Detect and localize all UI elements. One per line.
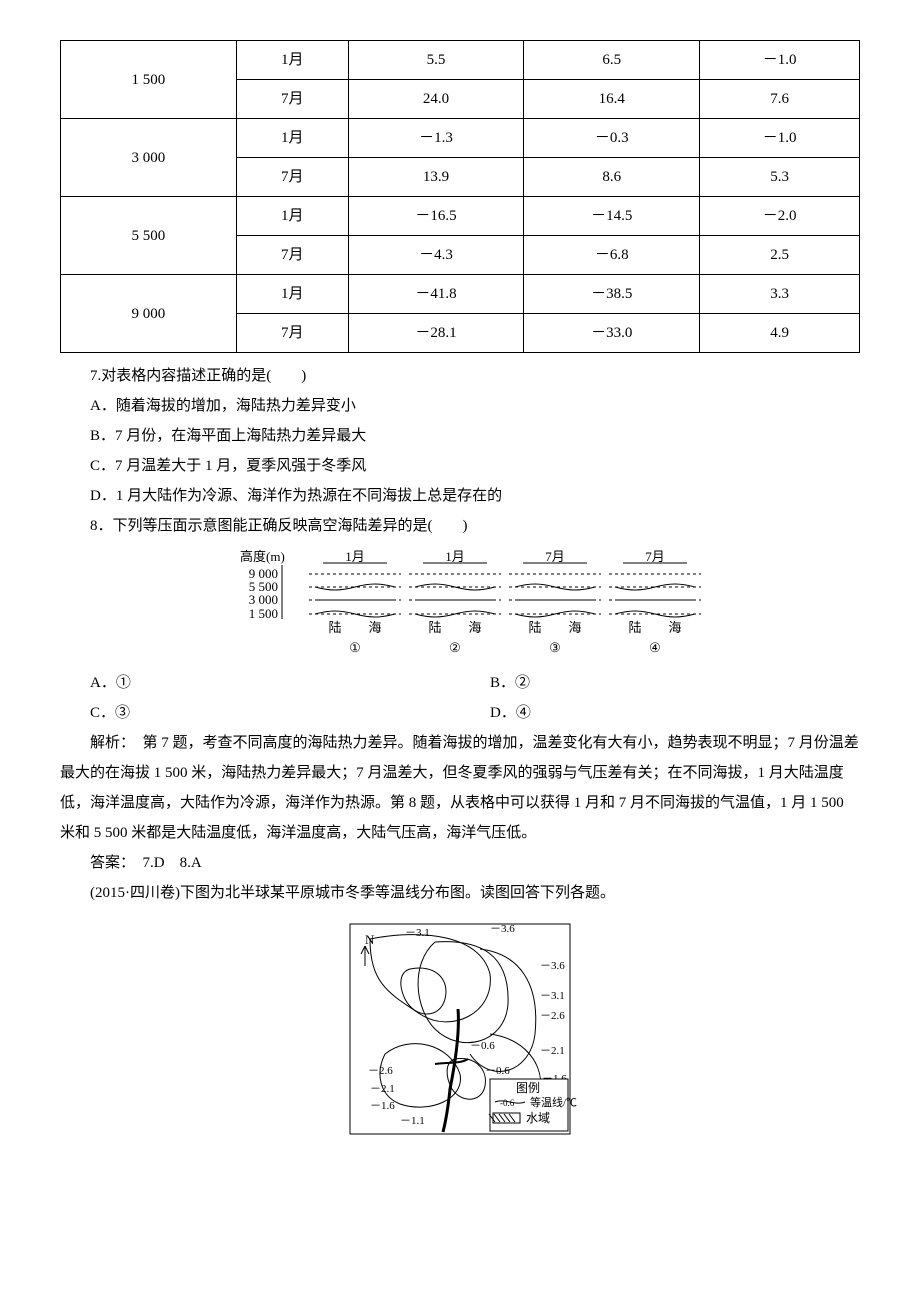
svg-text:等温线/℃: 等温线/℃ (530, 1095, 577, 1109)
svg-text:3 000: 3 000 (249, 592, 278, 607)
q8-options-row1: A．① B．② (60, 668, 860, 698)
svg-text:－2.6: －2.6 (540, 1010, 565, 1022)
q8-options-row2: C．③ D．④ (60, 698, 860, 728)
svg-text:1 500: 1 500 (249, 606, 278, 621)
q8-opt-d: D．④ (460, 698, 860, 728)
explanation: 解析： 第 7 题，考查不同高度的海陆热力差异。随着海拔的增加，温差变化有大有小… (60, 728, 860, 848)
svg-text:-0.6: -0.6 (500, 1098, 515, 1108)
svg-text:1月: 1月 (445, 549, 465, 564)
svg-text:－2.1: －2.1 (370, 1083, 395, 1095)
data-table: 1 5001月5.56.5－1.07月24.016.47.63 0001月－1.… (60, 40, 860, 353)
svg-text:－2.1: －2.1 (540, 1045, 565, 1057)
svg-text:－0.6: －0.6 (470, 1040, 495, 1052)
svg-text:海: 海 (368, 620, 381, 635)
svg-text:1月: 1月 (345, 549, 365, 564)
next-prefix: (2015·四川卷)下图为北半球某平原城市冬季等温线分布图。 (90, 885, 480, 901)
svg-text:陆: 陆 (428, 620, 441, 635)
svg-text:图例: 图例 (516, 1081, 540, 1095)
q8-stem: 8．下列等压面示意图能正确反映高空海陆差异的是( ) (60, 511, 860, 541)
next-tail: 读图回答下列各题。 (480, 885, 615, 901)
svg-text:海: 海 (668, 620, 681, 635)
svg-text:－1.1: －1.1 (400, 1115, 425, 1127)
svg-text:④: ④ (649, 640, 661, 655)
svg-text:水域: 水域 (526, 1111, 550, 1125)
svg-text:－3.1: －3.1 (405, 927, 430, 939)
svg-text:－3.1: －3.1 (540, 990, 565, 1002)
q8-diagram: 高度(m)9 0005 5003 0001 5001月陆海①1月陆海②7月陆海③… (60, 547, 860, 662)
next-question-intro: (2015·四川卷)下图为北半球某平原城市冬季等温线分布图。读图回答下列各题。 (60, 878, 860, 908)
svg-text:7月: 7月 (545, 549, 565, 564)
q7-opt-b: B．7 月份，在海平面上海陆热力差异最大 (60, 421, 860, 451)
svg-text:高度(m): 高度(m) (240, 549, 285, 564)
q8-opt-a: A．① (60, 668, 460, 698)
svg-text:－3.6: －3.6 (490, 923, 515, 935)
svg-text:陆: 陆 (328, 620, 341, 635)
explain-label: 解析： (90, 735, 128, 751)
answer-label: 答案： (90, 855, 128, 871)
svg-text:陆: 陆 (528, 620, 541, 635)
svg-text:－0.6: －0.6 (485, 1065, 510, 1077)
answer-text: 7.D 8.A (128, 855, 202, 871)
q8-opt-c: C．③ (60, 698, 460, 728)
svg-text:①: ① (349, 640, 361, 655)
svg-text:陆: 陆 (628, 620, 641, 635)
q8-opt-b: B．② (460, 668, 860, 698)
svg-text:海: 海 (568, 620, 581, 635)
svg-text:－1.6: －1.6 (370, 1100, 395, 1112)
svg-text:－3.6: －3.6 (540, 960, 565, 972)
q7-opt-c: C．7 月温差大于 1 月，夏季风强于冬季风 (60, 451, 860, 481)
answer: 答案： 7.D 8.A (60, 848, 860, 878)
q7-stem: 7.对表格内容描述正确的是( ) (60, 361, 860, 391)
explain-text: 第 7 题，考查不同高度的海陆热力差异。随着海拔的增加，温差变化有大有小，趋势表… (60, 735, 859, 841)
svg-text:7月: 7月 (645, 549, 665, 564)
q7-opt-a: A．随着海拔的增加，海陆热力差异变小 (60, 391, 860, 421)
svg-text:－2.6: －2.6 (368, 1065, 393, 1077)
svg-text:②: ② (449, 640, 461, 655)
q7-opt-d: D．1 月大陆作为冷源、海洋作为热源在不同海拔上总是存在的 (60, 481, 860, 511)
isotherm-map: N－3.1－3.6－3.6－3.1－2.6－2.1－1.6－2.6－2.1－1.… (60, 914, 860, 1144)
svg-text:③: ③ (549, 640, 561, 655)
svg-text:海: 海 (468, 620, 481, 635)
